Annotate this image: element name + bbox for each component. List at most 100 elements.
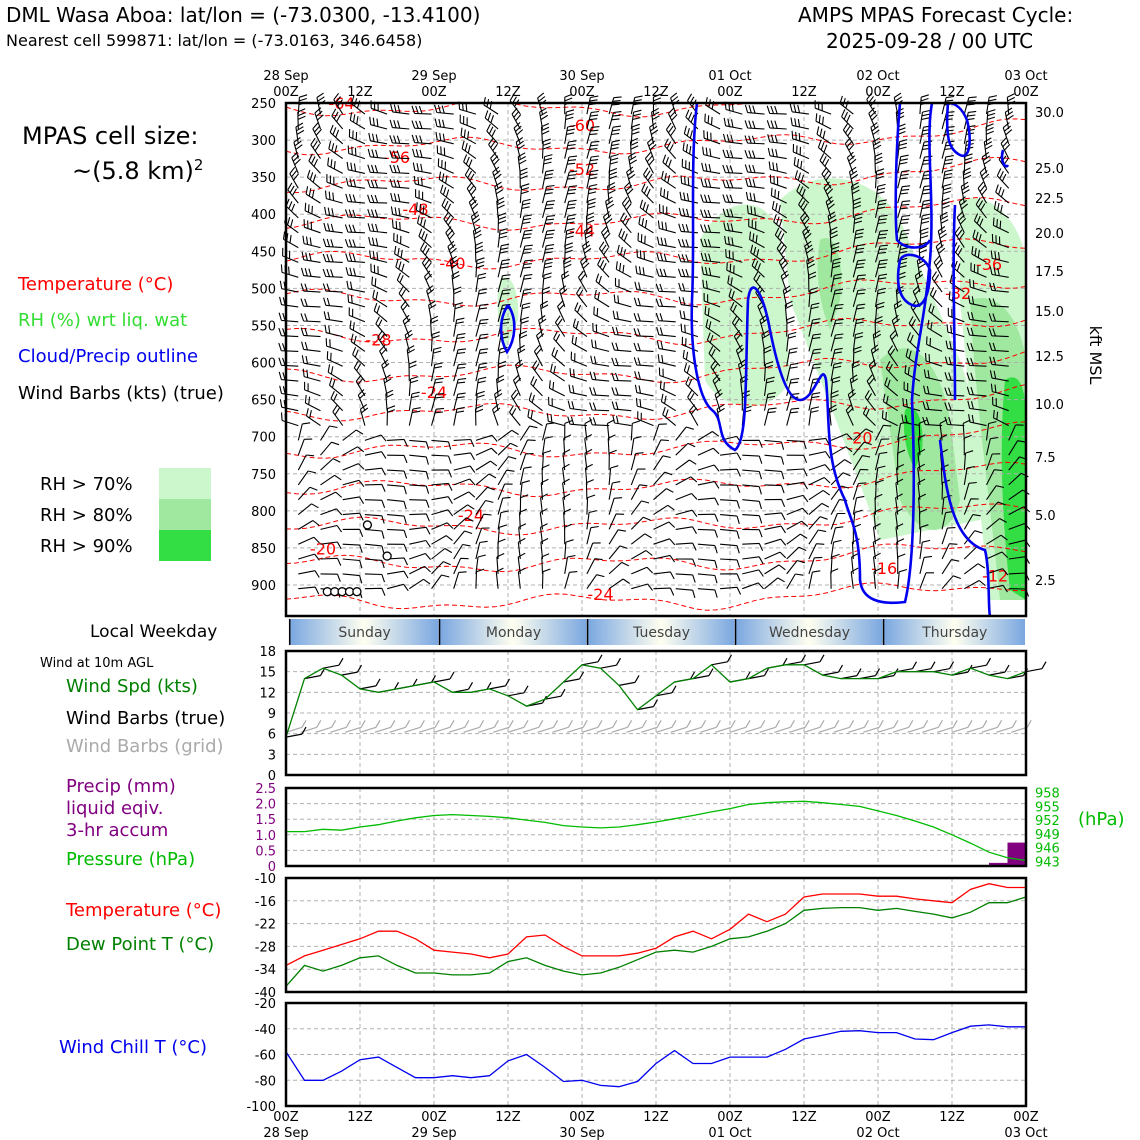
- wind-barb: [297, 438, 313, 456]
- wind-barb: [679, 191, 699, 204]
- grid-wind-barb: [315, 720, 337, 733]
- wind-barb: [413, 175, 432, 189]
- wind-barb: [678, 282, 698, 293]
- wind-barb: [897, 229, 910, 248]
- wind-barb: [748, 218, 765, 234]
- wind-barb: [773, 214, 788, 234]
- wind-barb: [633, 328, 654, 338]
- wind-barb: [977, 181, 988, 204]
- wind-barb: [519, 259, 533, 278]
- wind-barb: [874, 229, 889, 248]
- wind-barb: [963, 498, 979, 515]
- wind-barb: [475, 272, 487, 293]
- wind-barb: [519, 288, 532, 308]
- wind-barb: [742, 454, 763, 464]
- wind-barb: [808, 363, 822, 382]
- pressure-line: [286, 800, 1027, 862]
- cloud-outline-3: [945, 101, 971, 158]
- windchill-panel-ytick-label: -60: [255, 1049, 276, 1064]
- wind-barb: [808, 287, 818, 307]
- precip-panel-ytick-label: 0: [268, 860, 276, 875]
- wind-barb: [989, 266, 1009, 278]
- kft-tick-label: 25.0: [1035, 162, 1064, 177]
- wind-barb: [808, 477, 831, 486]
- wind-barb: [808, 570, 821, 589]
- top-hour-label: 00Z: [1013, 85, 1039, 100]
- wind-barb: [475, 288, 488, 308]
- wind-barb: [966, 386, 987, 397]
- wind-barb: [653, 521, 676, 530]
- wind-barb: [685, 376, 699, 397]
- wind-barb: [728, 288, 743, 308]
- wind-barb: [966, 342, 987, 352]
- wind-barb: [586, 510, 597, 530]
- wind-barb: [475, 333, 489, 352]
- wind-barb: [300, 283, 321, 293]
- wind-barb: [387, 570, 409, 579]
- wind-barb: [767, 134, 787, 145]
- wind-barb: [519, 167, 528, 189]
- wind-barb: [541, 215, 556, 233]
- wind-barb: [453, 363, 467, 382]
- wind-barb: [418, 228, 432, 249]
- wind-barb: [387, 469, 408, 479]
- rh-shading-0: [700, 204, 790, 407]
- wind-barb: [786, 494, 809, 503]
- temperature-contour-label: -24: [458, 506, 484, 525]
- wind-barb: [830, 539, 842, 560]
- wind-barb: [367, 179, 388, 189]
- wind-barb: [665, 122, 677, 145]
- wind-barb: [568, 384, 588, 397]
- wind-panel-ytick-label: 0: [268, 769, 276, 784]
- wind-barb: [517, 152, 527, 174]
- wind-barb: [395, 259, 410, 278]
- wind-barb: [786, 454, 808, 463]
- wind-barb: [538, 315, 547, 337]
- legend-cloud: Cloud/Precip outline: [18, 346, 199, 367]
- wind-barb: [763, 376, 775, 396]
- wind-barb: [389, 150, 410, 160]
- wind-barb: [370, 263, 388, 278]
- wind-barb: [347, 145, 366, 160]
- grid-wind-barb: [552, 720, 573, 733]
- wind-barb: [848, 166, 859, 189]
- wind-barb: [986, 501, 1006, 515]
- wind-barb: [346, 280, 366, 293]
- wind-barb: [941, 527, 956, 545]
- wind-barb: [874, 244, 889, 263]
- wind-barb: [563, 508, 572, 530]
- wind-barb: [305, 408, 321, 427]
- wind-barb: [423, 270, 433, 293]
- wind-barb: [852, 303, 866, 322]
- wind-barb: [532, 360, 543, 382]
- wind-barb: [453, 517, 474, 530]
- wind-barb: [963, 434, 972, 456]
- wind-barb: [287, 182, 299, 204]
- grid-wind-barb: [478, 720, 499, 733]
- wind-barb: [434, 118, 454, 130]
- grid-wind-barb: [611, 720, 633, 733]
- wind-barb: [742, 499, 763, 510]
- wind-barb: [963, 450, 974, 471]
- wind-barb: [453, 478, 476, 486]
- wind-barb: [278, 312, 299, 323]
- grid-wind-barb: [907, 720, 929, 733]
- wind-barb: [429, 315, 439, 337]
- bottom-hour-label: 12Z: [939, 1110, 965, 1125]
- wind-barb: [415, 189, 432, 204]
- pressure-tick-label: 350: [251, 171, 276, 186]
- wind-barb: [611, 372, 632, 382]
- wind-barb: [327, 364, 343, 382]
- wind-barb: [475, 527, 490, 545]
- wind-barb: [439, 184, 455, 204]
- wind-barb: [735, 344, 745, 367]
- wind-barb: [364, 543, 385, 554]
- wind-barb: [808, 392, 821, 411]
- wind-barb: [519, 425, 538, 441]
- wind-barb: [564, 214, 576, 233]
- wind-barb: [893, 92, 903, 115]
- wind-barb: [852, 244, 866, 263]
- grid-wind-barb: [404, 720, 425, 733]
- wind-barb: [371, 276, 388, 293]
- wind-barb: [701, 266, 721, 278]
